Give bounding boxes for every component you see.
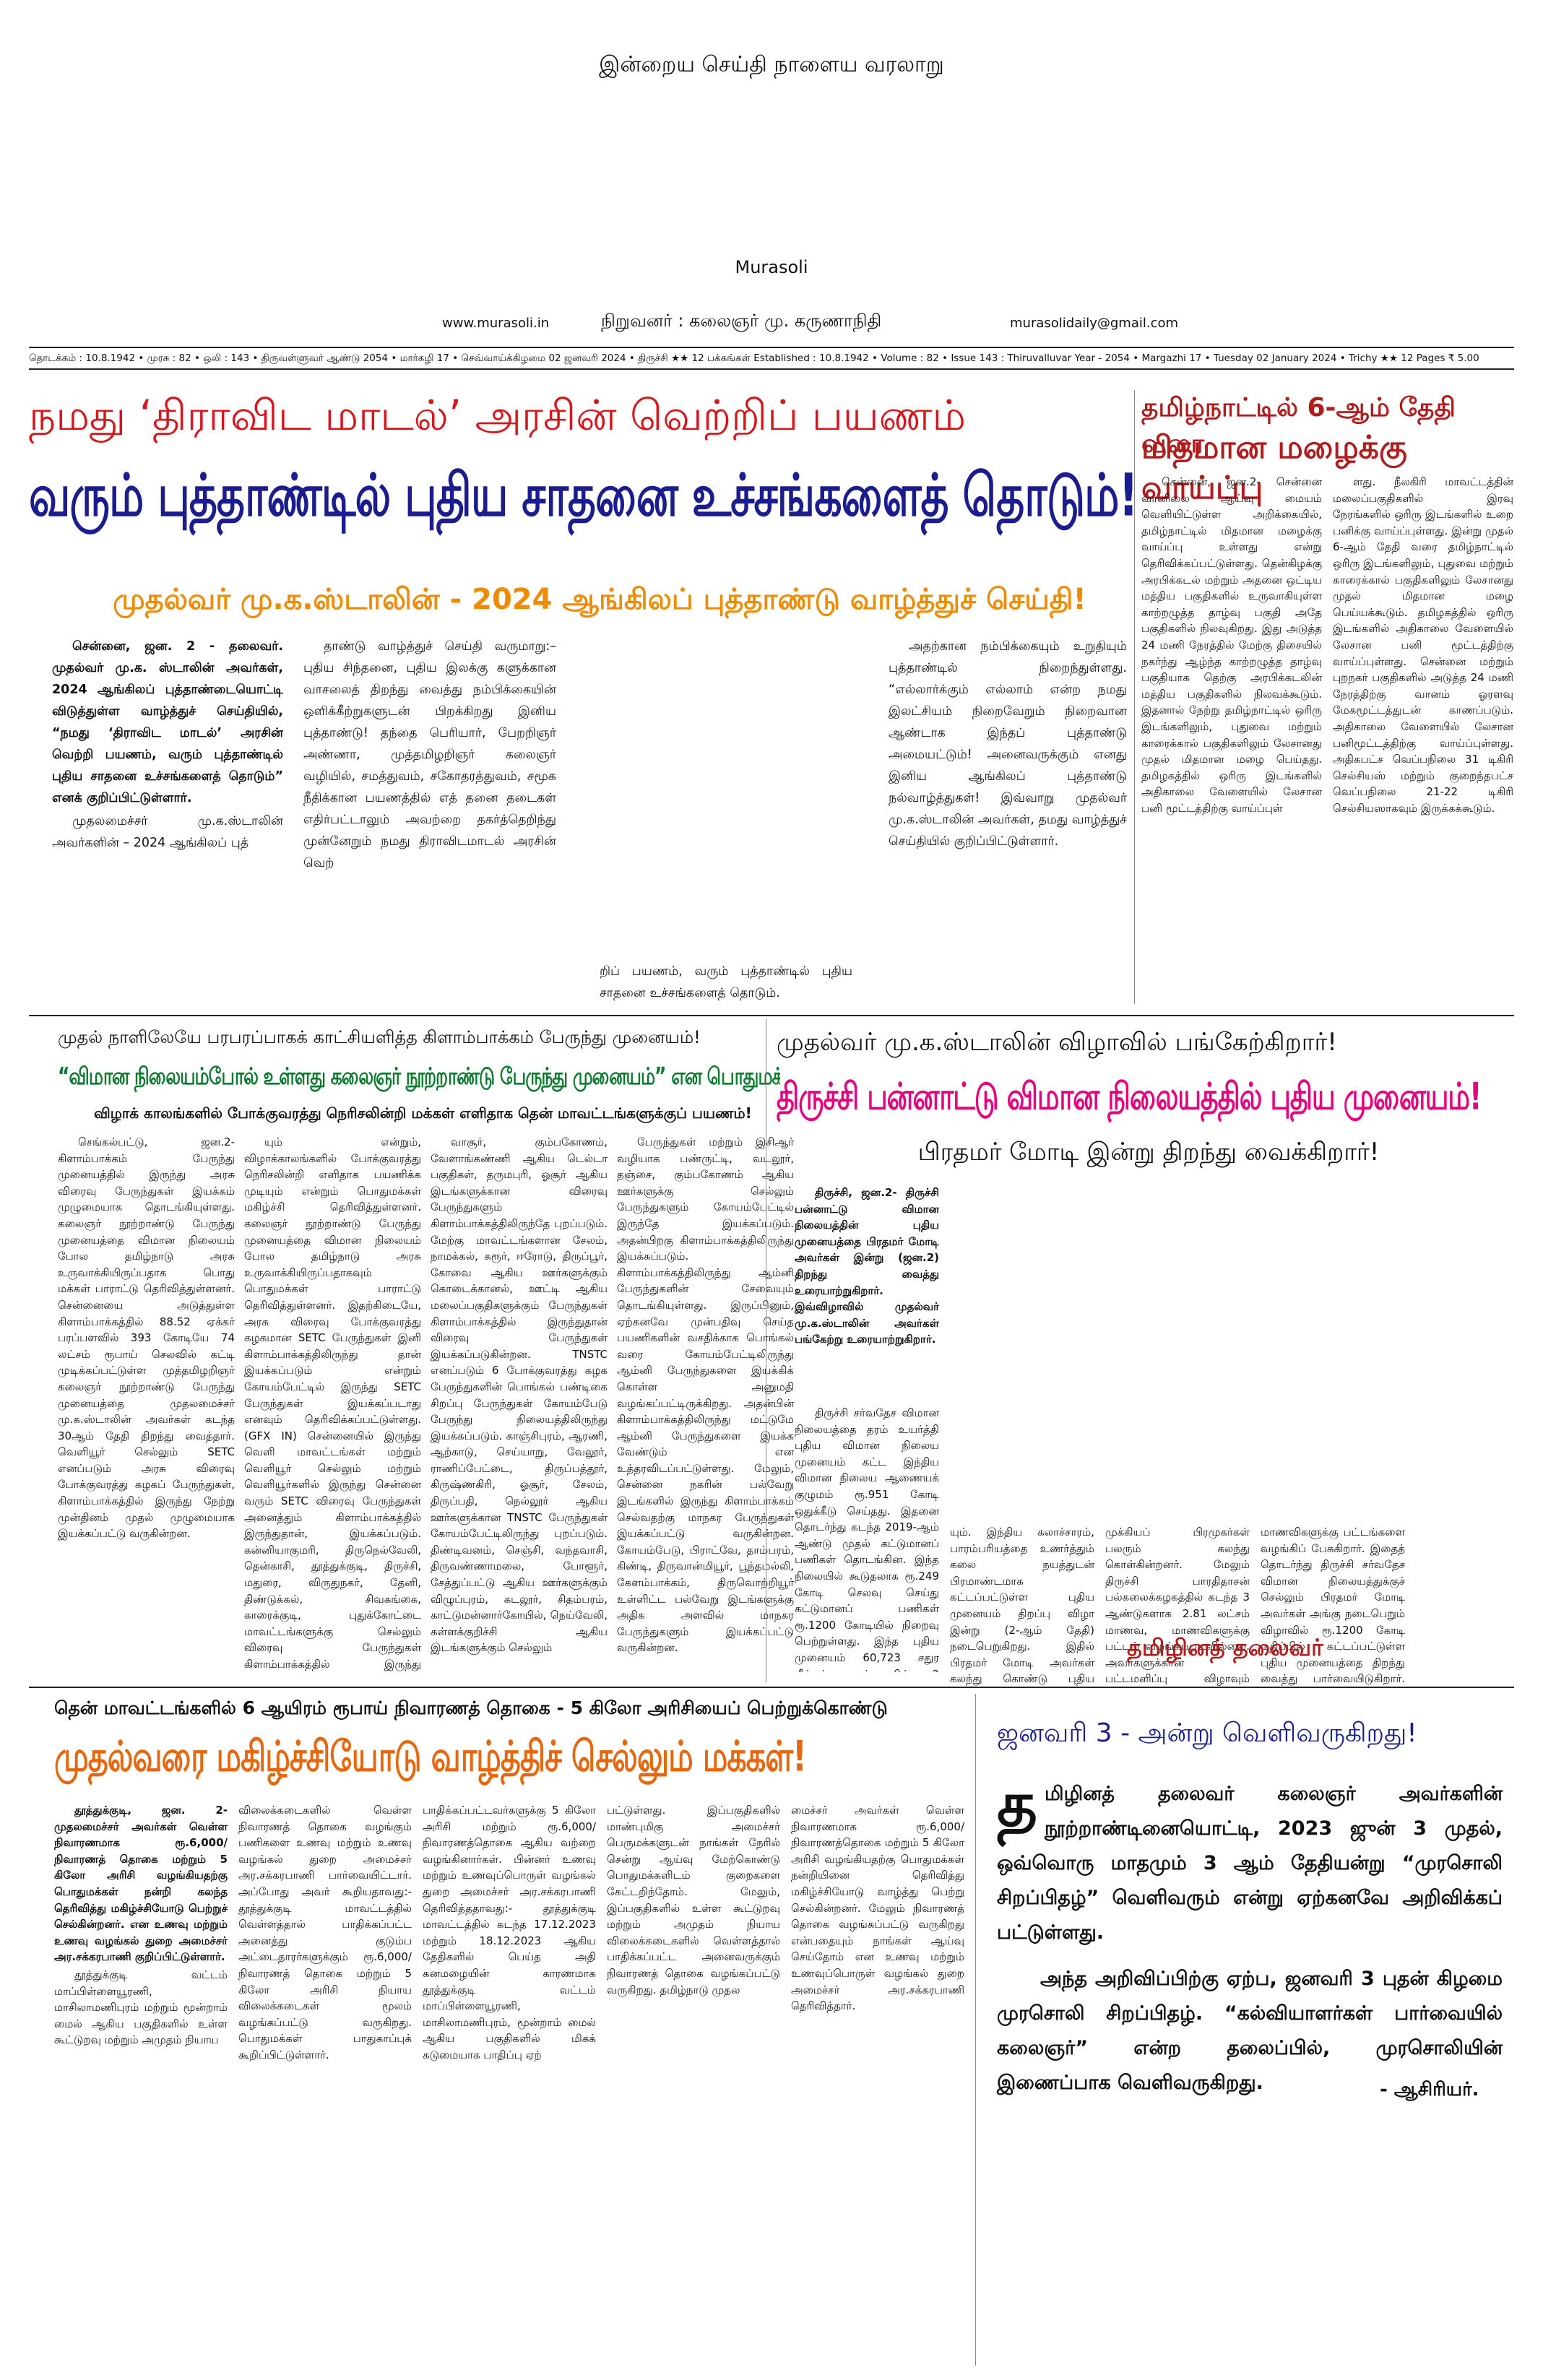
- airport-column-1: திருச்சி சர்வதேச விமான நிலையத்தை தரம் உய…: [795, 1405, 939, 1672]
- bus-column-1: செங்கல்பட்டு, ஜன.2- கிளாம்பாக்கம் பேருந்…: [58, 1134, 235, 1676]
- lead-intro: சென்னை, ஜன. 2 - தலைவர். முதல்வர் மு.க. ஸ…: [52, 639, 283, 805]
- airport-kicker: முதல்வர் மு.க.ஸ்டாலின் விழாவில் பங்கேற்க…: [777, 1028, 1337, 1057]
- relief-column-2: விலைக்கடைகளில் வெள்ள நிவாரணத் தொகை வழங்க…: [238, 1802, 412, 2366]
- issue-info-line: தொடக்கம் : 10.8.1942 • முரசு : 82 • ஒலி …: [29, 352, 1479, 364]
- rain-kicker: தமிழ்நாட்டில் 6-ஆம் தேதி வரை: [1141, 393, 1456, 459]
- relief-column-3: பாதிக்கப்பட்டவர்களுக்கு 5 கிலோ அரிசி மற்…: [423, 1802, 596, 2366]
- airport-lead-column: திருச்சி, ஜன.2- திருச்சி பன்னாட்டு விமான…: [795, 1185, 939, 1401]
- lead-col3-text: றிப் பயணம், வரும் புத்தாண்டில் புதிய சாத…: [600, 964, 852, 1000]
- airport-col4-text: மாணவிகளுக்கு பட்டங்களை வழங்கிப் பேசுகிறா…: [1261, 1526, 1405, 1690]
- lead-column-3: றிப் பயணம், வரும் புத்தாண்டில் புதிய சாத…: [600, 961, 852, 1004]
- masthead-slogan: இன்றைய செய்தி நாளைய வரலாறு: [599, 52, 944, 77]
- founder-line: நிறுவனர் : கலைஞர் மு. கருணாநிதி: [601, 311, 882, 331]
- bus-subhead: விழாக் காலங்களில் போக்குவரத்து நெரிசலின்…: [94, 1104, 752, 1122]
- airport-column-3: முக்கியப் பிரமுகர்கள் பலரும் கலந்து கொள்…: [1105, 1524, 1250, 1690]
- notice-signature: - ஆசிரியர்.: [1380, 2079, 1479, 2100]
- airport-col3-text: முக்கியப் பிரமுகர்கள் பலரும் கலந்து கொள்…: [1105, 1526, 1250, 1690]
- bus-headline: “விமான நிலையம்போல் உள்ளது கலைஞர் நூற்றாண…: [58, 1063, 780, 1090]
- rain-col1-text: சென்னை, ஜன.2- சென்னை வானிலை ஆய்வு மையம் …: [1141, 475, 1322, 815]
- bus-column-4: பேருந்துகள் மற்றும் இசிஆர் வழியாக பண்ருட…: [617, 1134, 794, 1676]
- airport-subhead: பிரதமர் மோடி இன்று திறந்து வைக்கிறார்!: [917, 1138, 1380, 1167]
- airport-signature: தமிழினத் தலைவர்: [1127, 1634, 1323, 1661]
- bus-col2-text: யும் என்றும், விழாக்காலங்களில் போக்குவரத…: [244, 1135, 421, 1676]
- relief-col4-text: பட்டுள்ளது. இப்பகுதிகளில் மாண்புமிகு அமை…: [607, 1804, 780, 1996]
- lead-kicker: நமது ‘திராவிட மாடல்’ அரசின் வெற்றிப் பயண…: [29, 391, 967, 440]
- section-rule: [29, 1015, 1514, 1016]
- bus-col4-text: பேருந்துகள் மற்றும் இசிஆர் வழியாக பண்ருட…: [617, 1135, 794, 1655]
- airport-headline: திருச்சி பன்னாட்டு விமான நிலையத்தில் புத…: [777, 1075, 1482, 1118]
- lead-col2-text: தாண்டு வாழ்த்துச் செய்தி வருமாறு:– புதிய…: [303, 639, 556, 870]
- rain-headline: மிதமான மழைக்கு வாய்ப்பு: [1141, 429, 1407, 506]
- relief-col5-text: மைச்சர் அவர்கள் வெள்ள நிவாரணமாக ரூ.6,000…: [791, 1804, 964, 2013]
- lead-subhead: முதல்வர் மு.க.ஸ்டாலின் - 2024 ஆங்கிலப் ப…: [113, 583, 1086, 616]
- notice-body-2: அந்த அறிவிப்பிற்கு ஏற்ப, ஜனவரி 3 புதன் க…: [997, 1968, 1503, 2094]
- column-divider: [975, 1694, 976, 2366]
- lead-column-2: தாண்டு வாழ்த்துச் செய்தி வருமாறு:– புதிய…: [303, 636, 556, 1004]
- notice-body: த மிழினத் தலைவர் கலைஞர் அவர்களின் நூற்றாண…: [997, 1768, 1503, 2100]
- newspaper-name: Murasoli: [735, 257, 808, 277]
- bus-column-2: யும் என்றும், விழாக்காலங்களில் போக்குவரத…: [244, 1134, 421, 1676]
- relief-column-5: மைச்சர் அவர்கள் வெள்ள நிவாரணமாக ரூ.6,000…: [791, 1802, 964, 2366]
- notice-body-text: மிழினத் தலைவர் கலைஞர் அவர்களின் நூற்றாண்…: [997, 1783, 1503, 1944]
- relief-kicker: தென் மாவட்டங்களில் 6 ஆயிரம் ரூபாய் நிவார…: [54, 1697, 888, 1718]
- relief-col1-text: தூத்துக்குடி வட்டம் மாப்பிள்ளையூரணி, மாச…: [54, 1968, 228, 2047]
- masthead-rule-top: [29, 347, 1514, 348]
- rain-column-2: ளது. நீலகிரி மாவட்டத்தின் மலைப்பகுதிகளில…: [1333, 474, 1513, 1001]
- bus-col3-text: வாசூர், கும்பகோணம், வேளாங்கண்ணி ஆகிய டெல…: [431, 1135, 608, 1655]
- relief-intro: தூத்துக்குடி, ஜன. 2- முதலமைச்சர் அவர்கள்…: [54, 1804, 228, 1964]
- rain-col2-text: ளது. நீலகிரி மாவட்டத்தின் மலைப்பகுதிகளில…: [1333, 475, 1513, 815]
- website-link[interactable]: www.murasoli.in: [442, 316, 550, 331]
- airport-col2-text: யும். இந்திய கலாச்சாரம், பாரம்பரியத்தை உ…: [950, 1526, 1094, 1690]
- bus-column-3: வாசூர், கும்பகோணம், வேளாங்கண்ணி ஆகிய டெல…: [431, 1134, 608, 1676]
- lead-column-4: அதற்கான நம்பிக்கையும் உறுதியும் புத்தாண்…: [889, 636, 1127, 1004]
- bus-col1-text: செங்கல்பட்டு, ஜன.2- கிளாம்பாக்கம் பேருந்…: [58, 1135, 235, 1541]
- column-divider: [1134, 390, 1135, 1004]
- notice-dropcap: த: [997, 1768, 1038, 1840]
- lead-col1-text: முதலமைச்சர் மு.க.ஸ்டாலின் அவர்களின் – 20…: [52, 814, 283, 850]
- lead-headline: வரும் புத்தாண்டில் புதிய சாதனை உச்சங்களை…: [29, 462, 1138, 530]
- rain-column-1: சென்னை, ஜன.2- சென்னை வானிலை ஆய்வு மையம் …: [1141, 474, 1322, 1001]
- relief-headline: முதல்வரை மகிழ்ச்சியோடு வாழ்த்திச் செல்லு…: [54, 1732, 807, 1782]
- airport-column-2: யும். இந்திய கலாச்சாரம், பாரம்பரியத்தை உ…: [950, 1524, 1094, 1690]
- section-rule: [29, 1687, 1514, 1688]
- airport-col1-text: திருச்சி சர்வதேச விமான நிலையத்தை தரம் உய…: [795, 1406, 939, 1672]
- lead-column-1: சென்னை, ஜன. 2 - தலைவர். முதல்வர் மு.க. ஸ…: [52, 636, 283, 1004]
- email-link[interactable]: murasolidaily@gmail.com: [1010, 316, 1179, 331]
- airport-column-4: மாணவிகளுக்கு பட்டங்களை வழங்கிப் பேசுகிறா…: [1261, 1524, 1405, 1690]
- relief-col3-text: பாதிக்கப்பட்டவர்களுக்கு 5 கிலோ அரிசி மற்…: [423, 1804, 596, 2061]
- masthead-rule-bottom: [29, 368, 1514, 370]
- bus-kicker: முதல் நாளிலேயே பரபரப்பாகக் காட்சியளித்த …: [58, 1027, 701, 1047]
- relief-col2-text: விலைக்கடைகளில் வெள்ள நிவாரணத் தொகை வழங்க…: [238, 1804, 412, 2061]
- lead-col4-text: அதற்கான நம்பிக்கையும் உறுதியும் புத்தாண்…: [889, 639, 1127, 849]
- notice-headline: ஜனவரி 3 - அன்று வெளிவருகிறது!: [997, 1718, 1417, 1748]
- airport-lead-text: திருச்சி, ஜன.2- திருச்சி பன்னாட்டு விமான…: [795, 1186, 939, 1346]
- relief-column-1: தூத்துக்குடி, ஜன. 2- முதலமைச்சர் அவர்கள்…: [54, 1802, 228, 2366]
- relief-column-4: பட்டுள்ளது. இப்பகுதிகளில் மாண்புமிகு அமை…: [607, 1802, 780, 2366]
